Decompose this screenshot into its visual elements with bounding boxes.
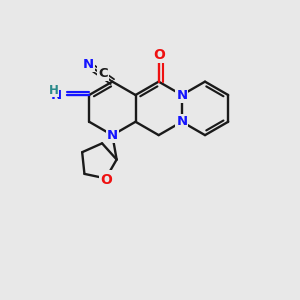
Text: O: O [154, 48, 166, 62]
Text: N: N [83, 58, 94, 71]
Text: N: N [176, 88, 188, 101]
Text: O: O [100, 173, 112, 188]
Text: C: C [98, 67, 108, 80]
Text: N: N [107, 129, 118, 142]
Text: N: N [176, 115, 188, 128]
Text: N: N [50, 88, 62, 101]
Text: H: H [49, 84, 58, 97]
Text: O: O [100, 171, 112, 185]
